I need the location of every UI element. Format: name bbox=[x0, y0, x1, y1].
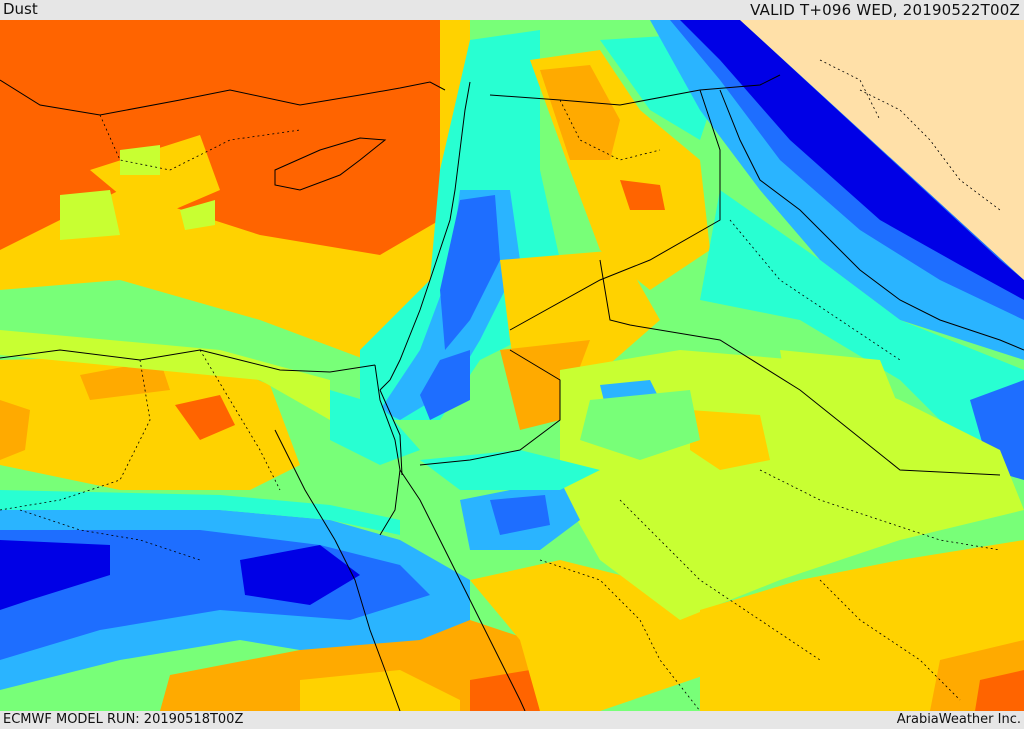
coastlines-and-borders bbox=[0, 74, 1024, 711]
valid-time-label: VALID T+096 WED, 20190522T00Z bbox=[750, 1, 1020, 19]
field-title: Dust bbox=[3, 0, 38, 18]
dust-forecast-map bbox=[0, 20, 1024, 711]
admin-boundaries bbox=[0, 59, 1001, 711]
footer-bar: ECMWF MODEL RUN: 20190518T00Z ArabiaWeat… bbox=[0, 711, 1024, 729]
model-run-label: ECMWF MODEL RUN: 20190518T00Z bbox=[3, 712, 244, 727]
credit-label: ArabiaWeather Inc. bbox=[896, 712, 1021, 727]
title-bar: Dust VALID T+096 WED, 20190522T00Z bbox=[0, 0, 1024, 20]
dust-concentration-field bbox=[0, 20, 1024, 711]
